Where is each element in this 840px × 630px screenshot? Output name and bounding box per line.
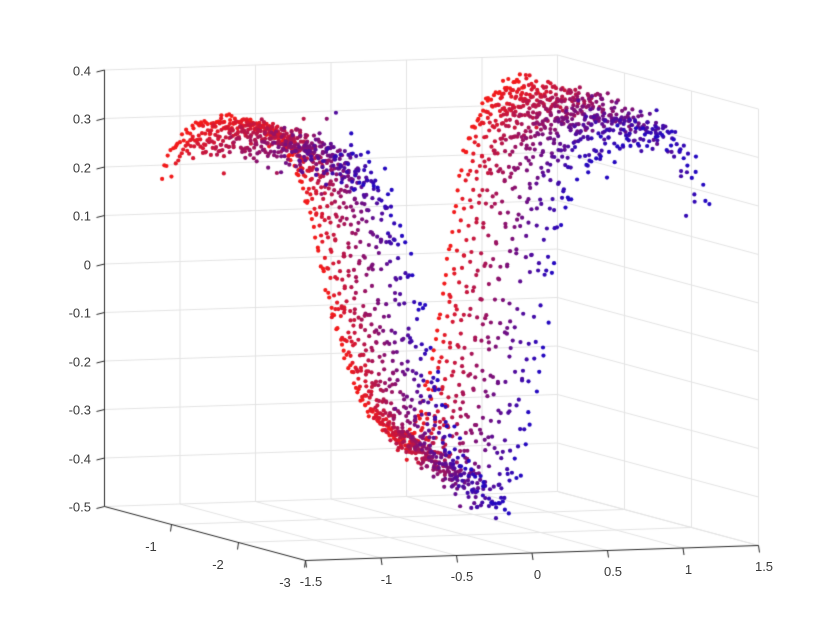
z-tick-label: -0.5	[68, 499, 91, 515]
z-tick-label: -0.4	[68, 451, 91, 466]
y-tick-label: -3	[279, 575, 291, 590]
z-tick-label: -0.3	[68, 402, 91, 418]
y-tick-label: -2	[212, 557, 224, 572]
z-tick-label: 0.1	[72, 208, 91, 224]
x-tick-label: 1.5	[754, 559, 774, 574]
z-tick-label: 0	[83, 257, 91, 272]
x-tick-label: 1	[684, 561, 693, 577]
x-tick-label: 0	[533, 566, 542, 582]
x-tick-label: 0.5	[603, 564, 623, 579]
z-tick-label: -0.1	[68, 305, 91, 321]
y-tick-label: -1	[145, 539, 157, 554]
z-tick-label: 0.3	[72, 111, 91, 127]
x-tick-label: -0.5	[450, 569, 474, 584]
z-tick-label: 0.2	[72, 160, 91, 175]
z-tick-label: 0.4	[72, 63, 91, 78]
x-tick-label: -1	[380, 571, 393, 587]
z-tick-label: -0.2	[68, 354, 91, 369]
x-tick-label: -1.5	[299, 574, 323, 589]
